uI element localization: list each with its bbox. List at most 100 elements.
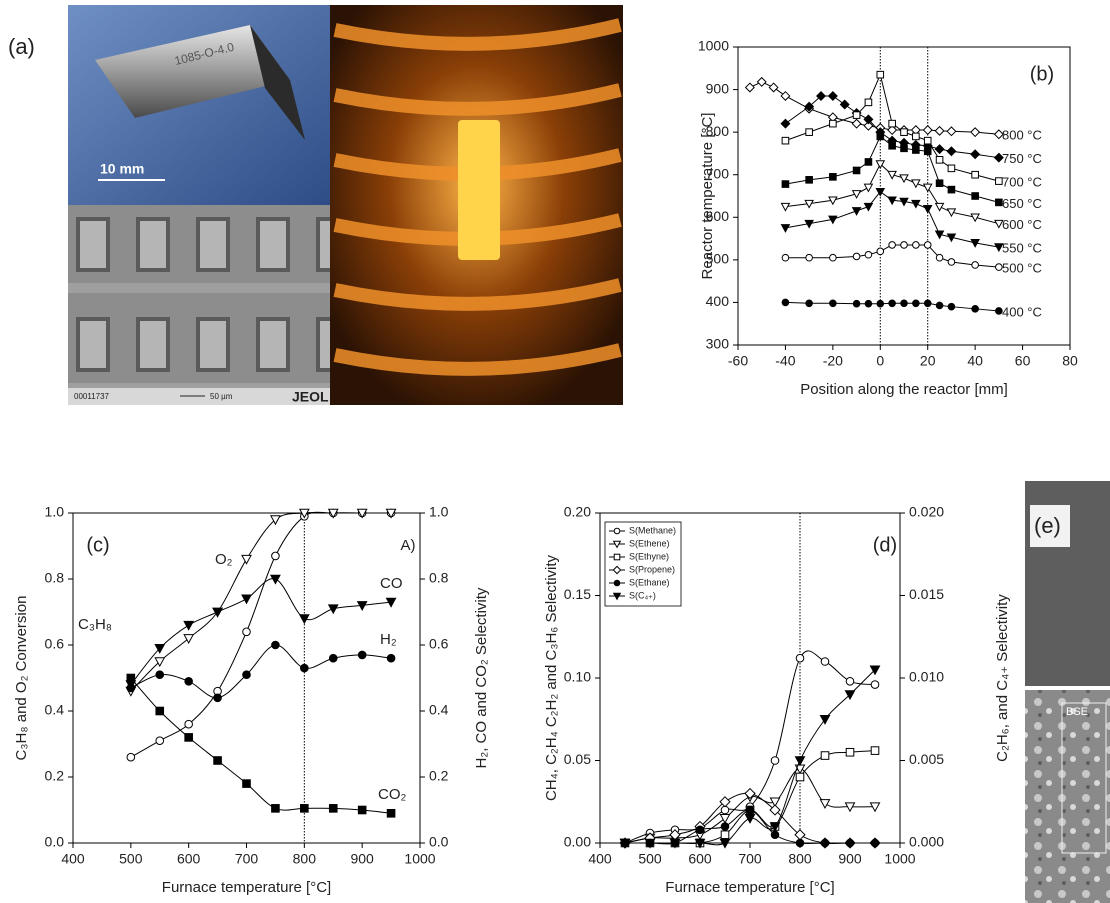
- marker: [830, 174, 837, 181]
- marker: [913, 133, 920, 140]
- x-tick-label: 1000: [884, 851, 915, 867]
- marker: [972, 171, 979, 178]
- marker: [795, 830, 805, 840]
- y-tick-label: 0.4: [45, 702, 65, 718]
- marker: [329, 605, 338, 613]
- marker: [781, 225, 789, 232]
- y2-tick-label: 0.010: [909, 669, 944, 685]
- marker: [614, 580, 620, 586]
- marker: [853, 300, 860, 307]
- marker: [877, 71, 884, 78]
- y-tick-label: 1000: [698, 38, 729, 54]
- marker: [901, 300, 908, 307]
- marker: [696, 826, 704, 834]
- legend-label: S(Propene): [629, 564, 675, 574]
- marker: [901, 129, 908, 136]
- marker: [972, 306, 979, 313]
- series-label: 550 °C: [1002, 241, 1042, 256]
- x-tick-label: 400: [61, 851, 85, 867]
- marker: [840, 100, 849, 109]
- marker: [935, 127, 944, 136]
- series-label: 800 °C: [1002, 128, 1042, 143]
- photo-sem: [68, 205, 330, 405]
- marker: [889, 120, 896, 127]
- y2-tick-label: 0.4: [429, 702, 449, 718]
- x-tick-label: 80: [1062, 353, 1078, 369]
- y-axis-label: Reactor temperature [°C]: [699, 113, 716, 280]
- marker: [971, 128, 980, 137]
- marker: [865, 300, 872, 307]
- series-label: 700 °C: [1002, 175, 1042, 190]
- marker: [830, 120, 837, 127]
- marker: [272, 805, 280, 813]
- marker: [846, 839, 854, 847]
- marker: [877, 248, 884, 255]
- marker: [821, 752, 829, 760]
- marker: [972, 193, 979, 200]
- x-tick-label: 900: [838, 851, 862, 867]
- x-tick-label: 500: [119, 851, 143, 867]
- marker: [971, 150, 980, 159]
- marker: [301, 664, 309, 672]
- series-label: 600 °C: [1002, 217, 1042, 232]
- legend-label: S(C₄₊): [629, 590, 656, 600]
- marker: [865, 99, 872, 106]
- marker: [242, 595, 251, 603]
- marker: [272, 552, 280, 560]
- marker: [746, 806, 754, 814]
- marker: [242, 555, 251, 563]
- series-label: 750 °C: [1002, 151, 1042, 166]
- marker: [901, 242, 908, 249]
- marker: [185, 734, 193, 742]
- marker: [806, 129, 813, 136]
- series-line: [131, 513, 391, 692]
- x-axis-label: Position along the reactor [mm]: [800, 381, 1008, 398]
- marker: [846, 678, 854, 686]
- series-label: CO₂: [378, 786, 407, 803]
- sem-id: 00011737: [74, 392, 110, 401]
- marker: [871, 681, 879, 689]
- marker: [830, 300, 837, 307]
- marker: [806, 177, 813, 184]
- marker: [271, 575, 280, 583]
- legend-label: S(Methane): [629, 525, 676, 535]
- annotation: A): [401, 537, 416, 554]
- marker: [947, 127, 956, 136]
- photo-bse: [1025, 690, 1110, 903]
- marker: [924, 184, 932, 191]
- x-tick-label: 700: [235, 851, 259, 867]
- series-line: [131, 579, 391, 685]
- y-tick-label: 1.0: [45, 504, 65, 520]
- legend-label: S(Ethene): [629, 538, 670, 548]
- marker: [830, 254, 837, 261]
- marker: [972, 262, 979, 269]
- marker: [820, 715, 829, 723]
- marker: [889, 300, 896, 307]
- marker: [924, 205, 932, 212]
- x-tick-label: 900: [350, 851, 374, 867]
- x-tick-label: 40: [967, 353, 983, 369]
- y2-tick-label: 0.020: [909, 504, 944, 520]
- marker: [796, 654, 804, 662]
- series-line: [131, 678, 391, 813]
- sem-scale: 50 µm: [210, 392, 233, 401]
- y2-tick-label: 0.005: [909, 751, 944, 767]
- marker: [821, 839, 829, 847]
- y-tick-label: 0.6: [45, 636, 65, 652]
- marker: [864, 203, 872, 210]
- marker: [781, 119, 790, 128]
- marker: [923, 126, 932, 135]
- y-tick-label: 0.10: [564, 669, 591, 685]
- marker: [948, 165, 955, 172]
- marker: [924, 137, 931, 144]
- marker: [757, 78, 766, 87]
- x-tick-label: -20: [823, 353, 843, 369]
- marker: [387, 810, 395, 818]
- marker: [795, 757, 804, 765]
- x-tick-label: 700: [738, 851, 762, 867]
- x-tick-label: 400: [588, 851, 612, 867]
- marker: [865, 159, 872, 166]
- marker: [936, 302, 943, 309]
- x-axis-label: Furnace temperature [°C]: [162, 879, 331, 896]
- y2-tick-label: 1.0: [429, 504, 449, 520]
